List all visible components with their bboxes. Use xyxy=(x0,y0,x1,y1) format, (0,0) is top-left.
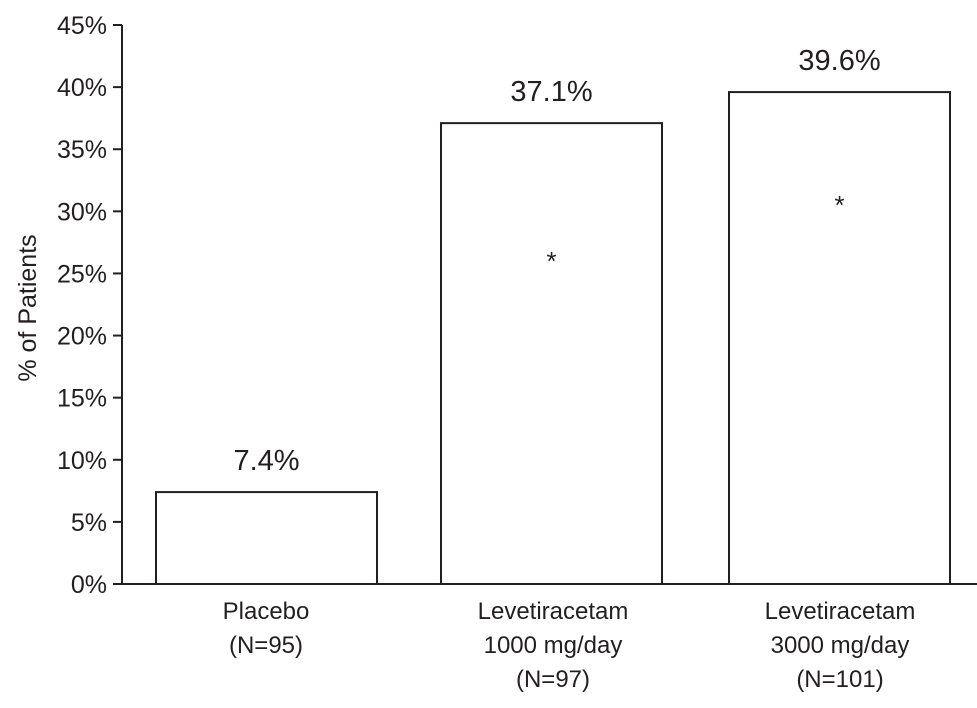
bar-value-label: 37.1% xyxy=(510,76,592,108)
x-category-label-line: (N=95) xyxy=(229,632,303,659)
y-axis: 0% 5% 10% 15% 20% 25% 30% 35% 40% 45% xyxy=(57,12,123,599)
significance-asterisk: * xyxy=(546,246,556,276)
x-category-label-line: Levetiracetam xyxy=(765,598,916,625)
x-category-label-line: 3000 mg/day xyxy=(771,632,910,659)
bar xyxy=(155,491,378,586)
y-tick-label: 0% xyxy=(71,571,107,599)
y-tick-label: 35% xyxy=(57,136,107,164)
x-category-label-line: (N=101) xyxy=(796,666,883,693)
bar-value-label: 39.6% xyxy=(798,45,880,77)
y-tick-label: 25% xyxy=(57,260,107,288)
y-tick-label: 10% xyxy=(57,447,107,475)
y-tick-label: 30% xyxy=(57,198,107,226)
x-category-label-line: 1000 mg/day xyxy=(484,632,623,659)
y-tick-label: 5% xyxy=(71,509,107,537)
x-category-label-line: Levetiracetam xyxy=(478,598,629,625)
y-tick-label: 40% xyxy=(57,74,107,102)
bar-value-label: 7.4% xyxy=(233,445,299,477)
x-axis: Placebo (N=95) Levetiracetam 1000 mg/day (N=… xyxy=(113,583,977,693)
x-category-label: Levetiracetam 3000 mg/day (N=101) xyxy=(765,598,916,693)
y-tick-label: 15% xyxy=(57,385,107,413)
y-axis-title: % of Patients xyxy=(14,234,42,381)
bars xyxy=(155,91,951,586)
significance-asterisk: * xyxy=(834,190,844,220)
y-tick-label: 20% xyxy=(57,323,107,351)
x-category-label-line: Placebo xyxy=(223,598,310,625)
data-labels: 7.4% 37.1% 39.6% xyxy=(233,45,880,477)
bar xyxy=(728,91,951,586)
bar xyxy=(440,122,663,585)
x-category-label: Placebo (N=95) xyxy=(223,598,310,659)
x-category-label-line: (N=97) xyxy=(516,666,590,693)
x-category-label: Levetiracetam 1000 mg/day (N=97) xyxy=(478,598,629,693)
y-tick-label: 45% xyxy=(57,12,107,40)
significance-marks: ** xyxy=(546,190,844,276)
